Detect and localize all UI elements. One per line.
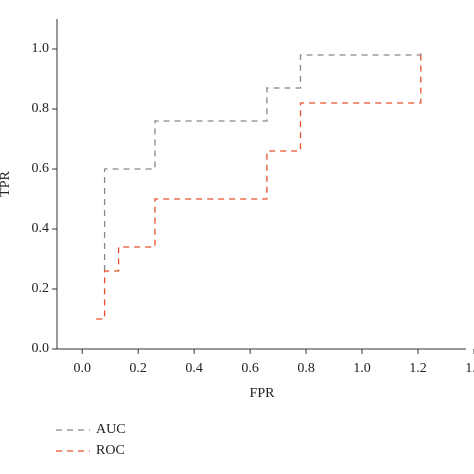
series-line xyxy=(103,49,422,271)
y-tick-label: 0.2 xyxy=(32,281,50,296)
legend-label: ROC xyxy=(96,443,125,458)
x-tick-label: 1.2 xyxy=(409,361,427,376)
x-tick-label: 0.2 xyxy=(129,361,147,376)
x-tick-label: 0.8 xyxy=(297,361,315,376)
y-tick-label: 0.4 xyxy=(32,221,50,236)
series-line xyxy=(96,55,422,320)
x-tick-label: 1.0 xyxy=(353,361,371,376)
x-tick-label: 0.0 xyxy=(73,361,91,376)
y-axis-label: TPR xyxy=(0,171,13,197)
legend-label: AUC xyxy=(96,422,126,437)
x-axis-label: FPR xyxy=(250,386,276,401)
y-tick-label: 0.6 xyxy=(32,161,50,176)
y-tick-label: 0.8 xyxy=(32,101,50,116)
y-tick-label: 0.0 xyxy=(32,341,50,356)
x-tick-label: 0.4 xyxy=(185,361,203,376)
x-tick-label: 0.6 xyxy=(241,361,259,376)
x-tick-label: 1.4 xyxy=(465,361,474,376)
y-tick-label: 1.0 xyxy=(32,41,50,56)
